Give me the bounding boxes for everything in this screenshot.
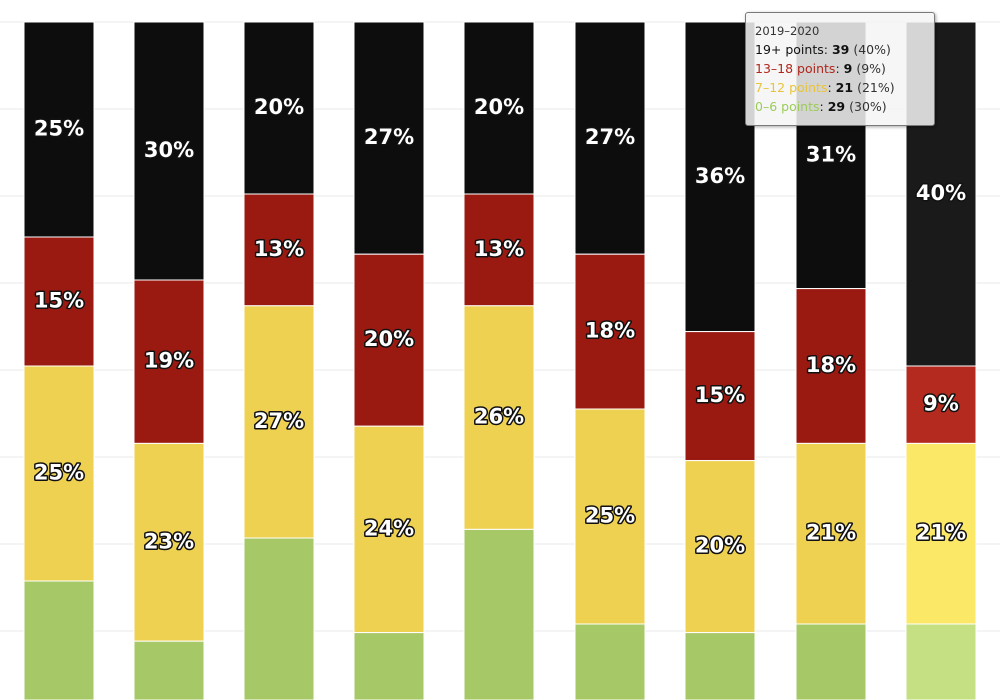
data-label: 20%	[695, 534, 745, 558]
data-label: 20%	[474, 95, 524, 119]
data-label: 25%	[34, 117, 84, 141]
data-label: 18%	[585, 319, 635, 343]
data-label: 27%	[254, 409, 304, 433]
data-label: 18%	[806, 353, 856, 377]
data-label: 27%	[585, 125, 635, 149]
bar-segment[interactable]	[23, 365, 95, 582]
data-label: 13%	[254, 237, 304, 261]
bar-segment[interactable]	[133, 21, 205, 281]
bar-segment[interactable]	[133, 640, 205, 700]
tooltip-row-pct: (9%)	[856, 61, 886, 76]
data-label: 25%	[585, 504, 635, 528]
tooltip-row-label: 13–18 points	[755, 61, 836, 76]
data-label: 21%	[806, 521, 856, 545]
data-label: 25%	[34, 461, 84, 485]
bar-segment[interactable]	[353, 632, 425, 700]
tooltip-row-label: 0–6 points	[755, 99, 820, 114]
bar-segment[interactable]	[905, 623, 977, 700]
bar-segment[interactable]	[684, 331, 756, 462]
tooltip-row-pct: (21%)	[857, 80, 895, 95]
bar-segment[interactable]	[23, 580, 95, 700]
data-label: 31%	[806, 142, 856, 166]
tooltip-title: 2019–2020	[755, 24, 820, 38]
data-label: 15%	[695, 383, 745, 407]
data-label: 23%	[144, 529, 194, 553]
tooltip-row-value: 29	[827, 99, 846, 114]
bar-segment[interactable]	[574, 21, 646, 255]
bar-segment[interactable]	[243, 305, 315, 539]
tooltip-row-0-6: 0–6 points: 29 (30%)	[755, 99, 887, 114]
data-label: 20%	[364, 327, 414, 351]
data-label: 30%	[144, 138, 194, 162]
bar-segment[interactable]	[243, 21, 315, 195]
tooltip-row-value: 39	[831, 42, 850, 57]
bar-segment[interactable]	[463, 528, 535, 700]
bar-segment[interactable]	[795, 623, 867, 700]
data-label: 19%	[144, 349, 194, 373]
tooltip-row-pct: (40%)	[853, 42, 891, 57]
bar-segment[interactable]	[684, 21, 756, 333]
data-label: 13%	[474, 237, 524, 261]
data-label: 26%	[474, 405, 524, 429]
data-label: 15%	[34, 289, 84, 313]
bar-segment[interactable]	[353, 253, 425, 427]
data-label: 36%	[695, 164, 745, 188]
bar-segment[interactable]	[905, 365, 977, 444]
tooltip-row-19plus: 19+ points: 39 (40%)	[755, 42, 891, 57]
bar-segment[interactable]	[795, 288, 867, 444]
data-label: 40%	[916, 181, 966, 205]
bar-segment[interactable]	[684, 632, 756, 700]
data-labels: 25% 15% 25% 30% 19% 23% 20% 13% 27% 27% 20% 24% 20% 1…	[32, 94, 967, 560]
bar-segment[interactable]	[463, 21, 535, 195]
data-label: 21%	[916, 521, 966, 545]
bar-segment[interactable]	[463, 305, 535, 530]
data-label: 24%	[364, 516, 414, 540]
tooltip-row-13-18: 13–18 points: 9 (9%)	[755, 61, 886, 76]
tooltip-row-7-12: 7–12 points: 21 (21%)	[755, 80, 895, 95]
tooltip-row-value: 9	[843, 61, 853, 76]
bar-segment[interactable]	[574, 408, 646, 625]
tooltip-row-label: 7–12 points	[755, 80, 828, 95]
tooltip-row-value: 21	[835, 80, 854, 95]
bar-segment[interactable]	[905, 442, 977, 625]
bar-segment[interactable]	[463, 193, 535, 307]
bar-segment[interactable]	[574, 623, 646, 700]
bar-segment[interactable]	[243, 537, 315, 700]
bar-segment[interactable]	[23, 236, 95, 367]
data-label: 27%	[364, 125, 414, 149]
bar-segment[interactable]	[353, 425, 425, 634]
data-label: 9%	[923, 392, 959, 416]
tooltip-row-pct: (30%)	[849, 99, 887, 114]
tooltip-row-label: 19+ points	[755, 42, 824, 57]
data-label: 20%	[254, 95, 304, 119]
bar-segment[interactable]	[353, 21, 425, 255]
bar-segment[interactable]	[574, 253, 646, 410]
tooltip: 2019–2020 19+ points: 39 (40%) 13–18 poi…	[745, 12, 935, 126]
bars	[23, 21, 977, 700]
bar-segment[interactable]	[23, 21, 95, 238]
